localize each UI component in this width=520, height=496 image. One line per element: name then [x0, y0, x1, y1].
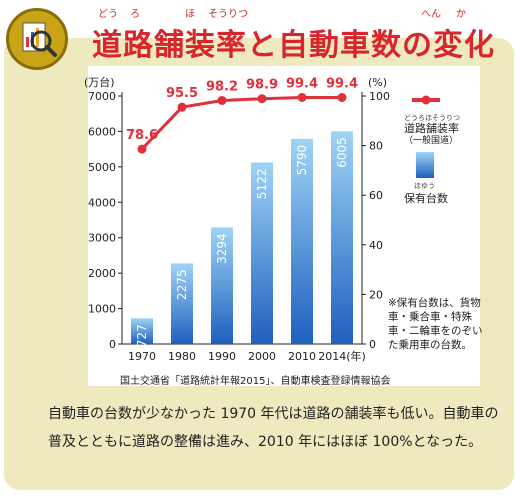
title-ruby: ほ	[185, 9, 195, 20]
title-ruby: そうりつ	[208, 9, 249, 20]
left-tick-label: 3000	[88, 232, 116, 245]
bar	[291, 138, 313, 344]
bar	[171, 263, 193, 344]
legend-rate-ruby: どうろほそうりつ	[404, 114, 461, 122]
rate-line	[140, 95, 342, 151]
rate-value-label: 98.9	[246, 78, 278, 93]
left-tick-label: 5000	[88, 161, 116, 174]
left-tick-label: 1000	[88, 303, 116, 316]
bar	[251, 162, 273, 344]
rate-value-label: 95.5	[166, 86, 198, 101]
legend-bar-swatch	[416, 152, 434, 178]
chart-note: ※保有台数は、貨物車・乗合車・特殊車・二輪車をのぞいた乗用車の台数。	[388, 297, 483, 351]
rate-value-label: 98.2	[206, 79, 238, 94]
x-tick-label: 1980	[168, 350, 196, 363]
title-ruby: ろ	[130, 9, 140, 20]
title-area: どう ろ ほ そうりつ へん か 道路舗装率と自動車数の変化	[0, 0, 520, 70]
left-tick-label: 6000	[88, 125, 116, 138]
magnifier-chart-icon	[6, 8, 68, 70]
legend-bar: ほゆう 保有台数	[404, 182, 448, 206]
left-tick-label: 2000	[88, 267, 116, 280]
bar-value-label: 2275	[175, 269, 189, 300]
right-tick-label: 60	[369, 189, 383, 202]
legend-bar-label: 保有台数	[404, 192, 448, 205]
x-tick-label: 2000	[248, 350, 276, 363]
title-ruby: どう	[98, 9, 118, 20]
left-tick-label: 7000	[88, 90, 116, 103]
right-tick-label: 0	[369, 338, 376, 351]
legend-rate-marker	[421, 95, 431, 105]
rate-value-label: 99.4	[326, 76, 358, 91]
rate-point	[337, 92, 347, 102]
rate-point	[177, 102, 187, 112]
bar-value-label: 5122	[255, 169, 269, 200]
rate-value-label: 78.6	[126, 128, 158, 143]
left-axis-label: (万台)	[84, 75, 115, 89]
right-tick-label: 100	[369, 90, 390, 103]
rate-point	[297, 92, 307, 102]
chart-source: 国土交通省「道路統計年報2015」、自動車検査登録情報協会	[120, 376, 391, 387]
bar	[211, 227, 233, 344]
right-tick-label: 20	[369, 288, 383, 301]
bar-value-label: 6005	[335, 137, 349, 168]
left-tick-label: 0	[109, 338, 116, 351]
right-axis-label: (%)	[368, 76, 387, 89]
x-tick-label: 1990	[208, 350, 236, 363]
legend-bar-ruby: ほゆう	[414, 182, 435, 190]
bar	[131, 318, 153, 344]
legend-rate: どうろほそうりつ 道路舗装率 （一般国道）	[404, 114, 460, 148]
left-tick-label: 4000	[88, 196, 116, 209]
title-ruby: か	[456, 9, 466, 20]
title-ruby: へん	[421, 9, 441, 20]
right-tick-label: 40	[369, 239, 383, 252]
bar	[331, 131, 353, 344]
rate-value-label: 99.4	[286, 76, 318, 91]
legend-rate-sub: （一般国道）	[404, 136, 459, 146]
x-tick-label: 2010	[288, 350, 316, 363]
rate-point	[137, 144, 147, 154]
body-text: 自動車の台数が少なかった 1970 年代は道路の舗装率も低い。自動車の普及ととも…	[48, 406, 499, 450]
rate-point	[257, 94, 267, 104]
plot-panel	[88, 66, 480, 386]
chart-title: 道路舗装率と自動車数の変化	[92, 28, 495, 63]
bar-value-label: 5790	[295, 145, 309, 176]
rate-point	[217, 95, 227, 105]
legend-rate-label: 道路舗装率	[404, 122, 459, 135]
x-tick-label: 1970	[128, 350, 156, 363]
bar-value-label: 727	[135, 324, 149, 347]
right-tick-label: 80	[369, 140, 383, 153]
x-tick-label: 2014(年)	[318, 349, 366, 363]
bar-value-label: 3294	[215, 233, 229, 264]
